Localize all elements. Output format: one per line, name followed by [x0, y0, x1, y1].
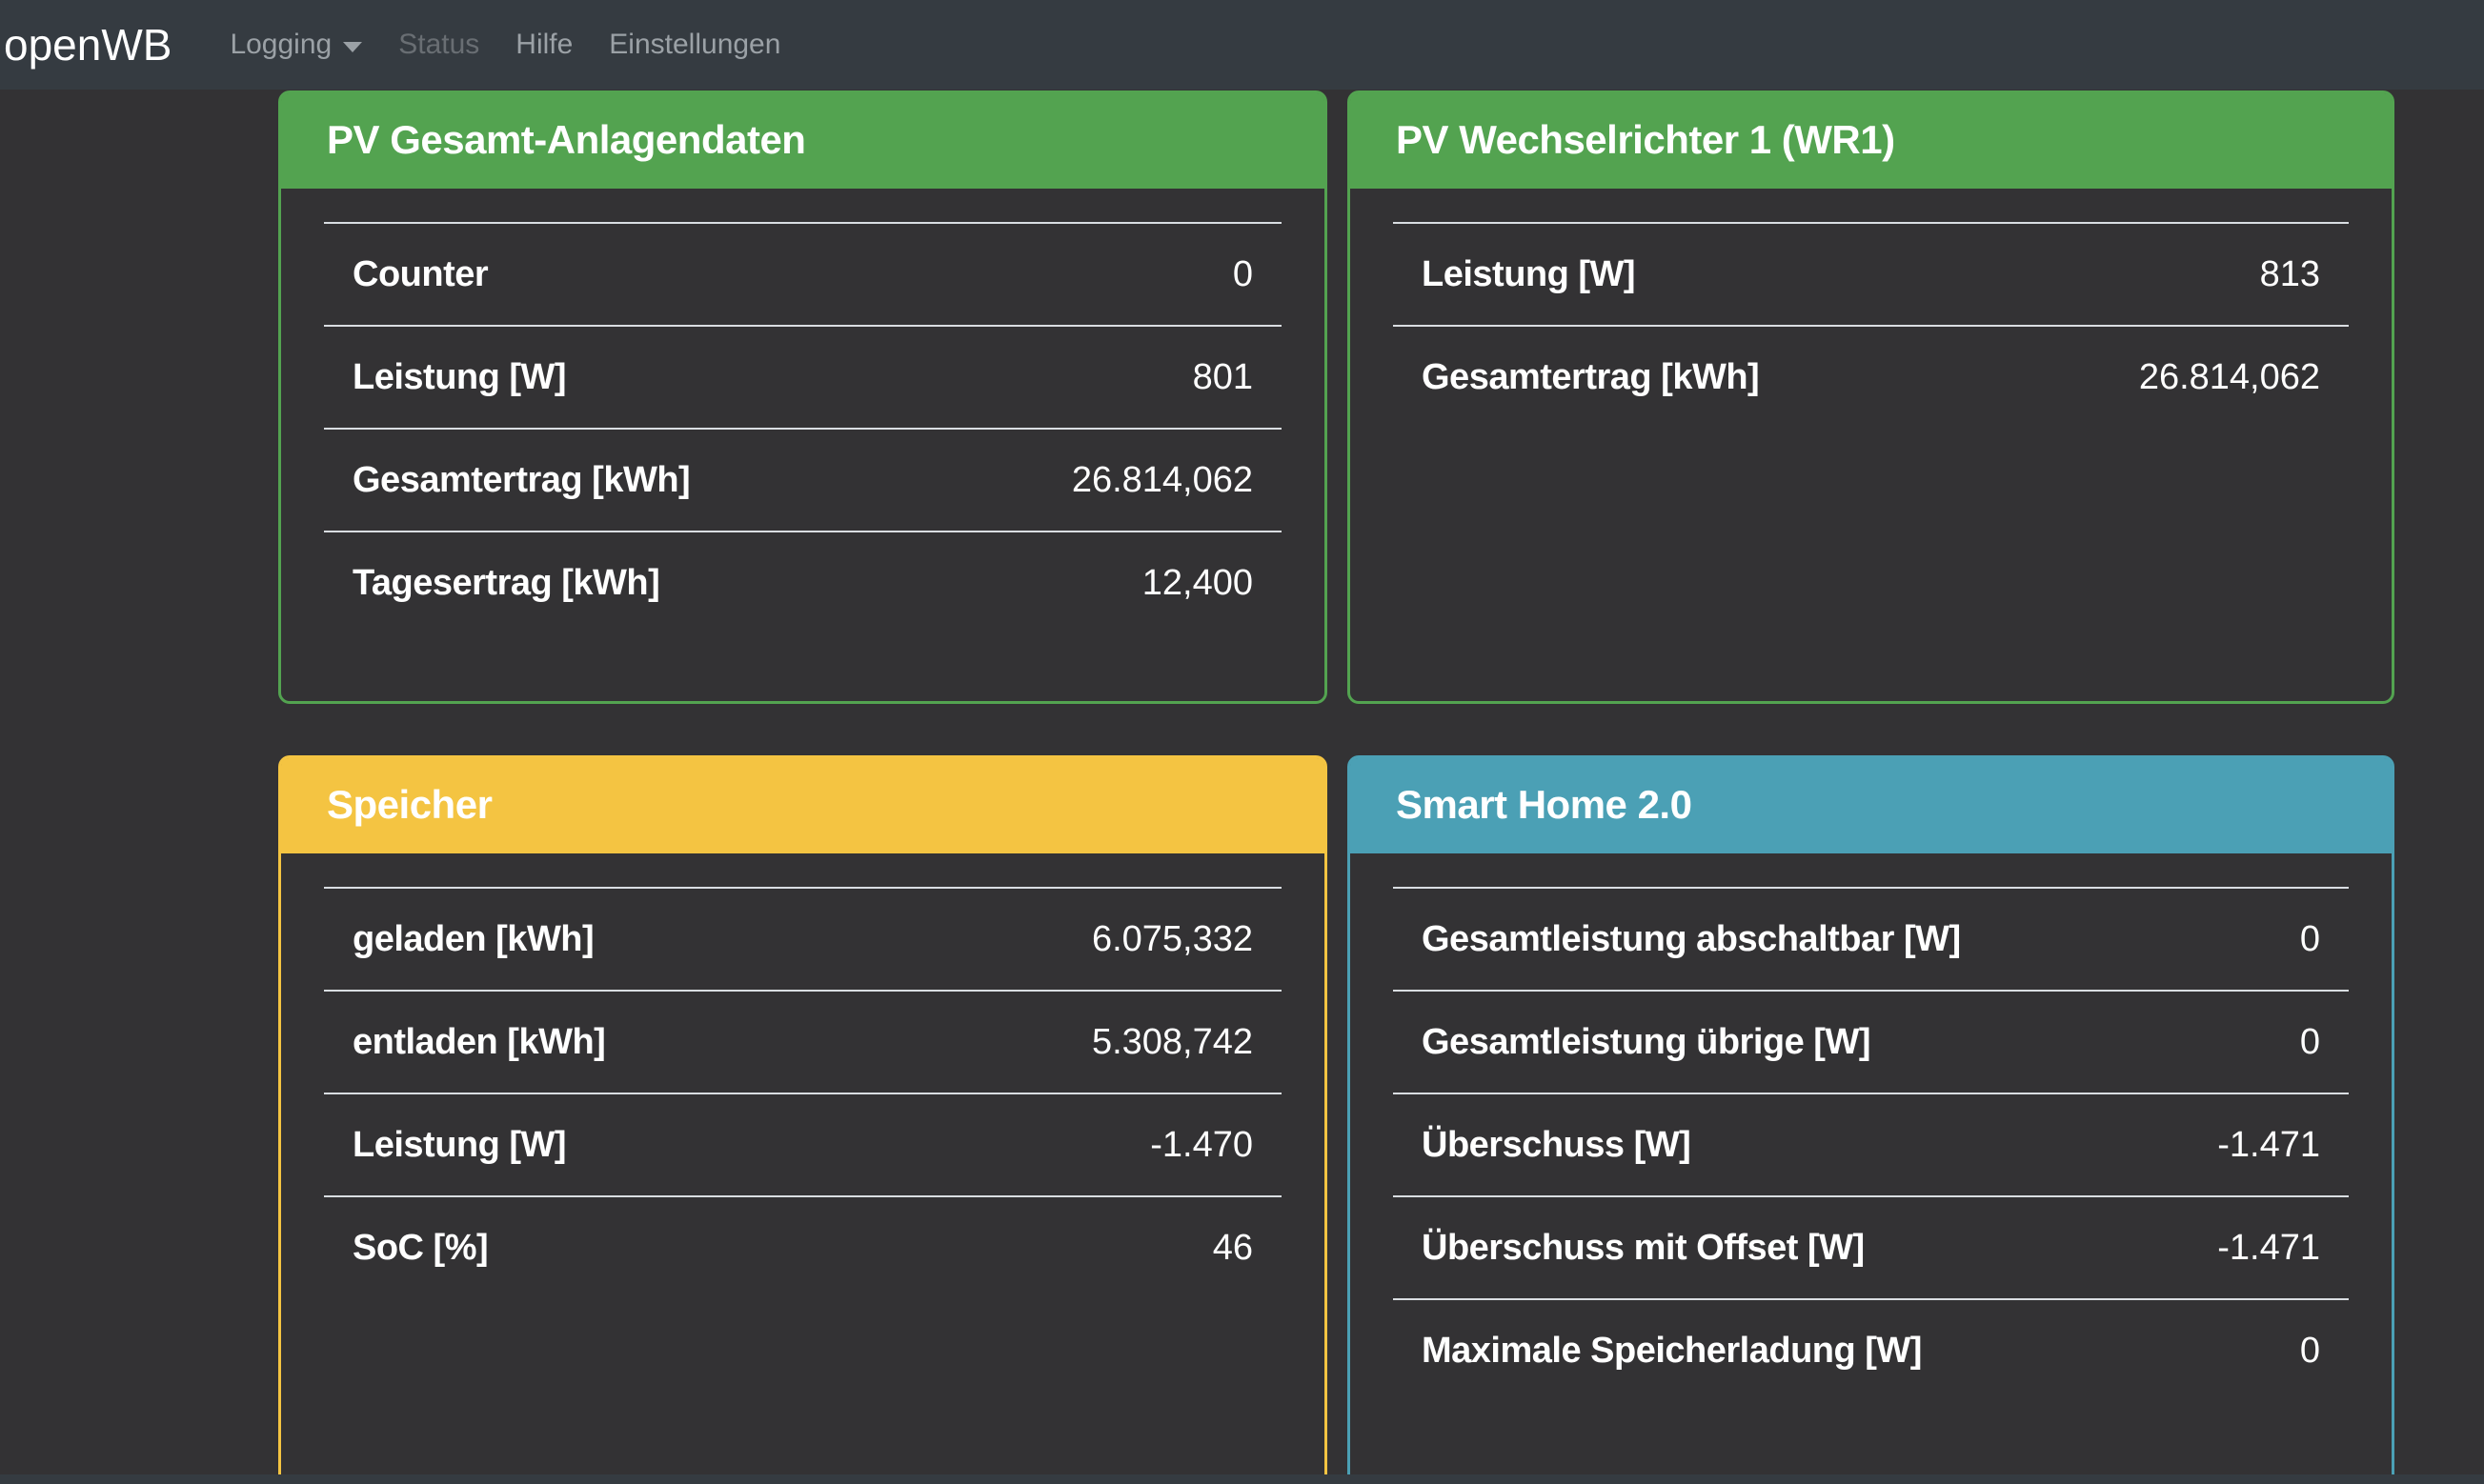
nav-item-hilfe-label: Hilfe	[515, 29, 574, 60]
table-row: Überschuss mit Offset [W] -1.471	[1393, 1195, 2349, 1298]
top-navbar: openWB Logging Status Hilfe Einstellunge…	[0, 0, 2484, 90]
row-label: Überschuss mit Offset [W]	[1422, 1228, 1865, 1268]
row-value: 813	[2259, 254, 2320, 294]
row-label: geladen [kWh]	[353, 919, 595, 959]
nav-item-einstellungen[interactable]: Einstellungen	[591, 29, 798, 61]
card-speicher: Speicher geladen [kWh] 6.075,332 entlade…	[278, 755, 1327, 1484]
nav-item-einstellungen-label: Einstellungen	[609, 29, 781, 60]
row-value: -1.471	[2217, 1125, 2320, 1165]
row-label: Tagesertrag [kWh]	[353, 563, 660, 603]
row-value: 0	[1232, 254, 1253, 294]
table-row: entladen [kWh] 5.308,742	[324, 990, 1282, 1093]
table-row: Gesamtertrag [kWh] 26.814,062	[1393, 325, 2349, 428]
row-label: SoC [%]	[353, 1228, 489, 1268]
card-header-smart-home: Smart Home 2.0	[1350, 758, 2392, 853]
row-value: 801	[1192, 357, 1253, 397]
row-value: -1.471	[2217, 1228, 2320, 1268]
table-row: Leistung [W] 801	[324, 325, 1282, 428]
card-pv-wechselrichter-1: PV Wechselrichter 1 (WR1) Leistung [W] 8…	[1347, 90, 2394, 704]
row-label: Leistung [W]	[353, 357, 567, 397]
card-pv-gesamt-anlagendaten: PV Gesamt-Anlagendaten Counter 0 Leistun…	[278, 90, 1327, 704]
nav-item-logging-label: Logging	[230, 29, 333, 60]
card-smart-home: Smart Home 2.0 Gesamtleistung abschaltba…	[1347, 755, 2394, 1484]
brand-openwb[interactable]: openWB	[4, 20, 172, 70]
row-value: 6.075,332	[1091, 919, 1253, 959]
navbar-menu: Logging Status Hilfe Einstellungen	[212, 29, 798, 61]
row-label: Gesamtleistung abschaltbar [W]	[1422, 919, 1961, 959]
row-label: Counter	[353, 254, 489, 294]
row-value: 46	[1212, 1228, 1253, 1268]
card-header-pv-gesamt: PV Gesamt-Anlagendaten	[281, 93, 1324, 189]
nav-item-hilfe[interactable]: Hilfe	[497, 29, 591, 61]
card-body-speicher: geladen [kWh] 6.075,332 entladen [kWh] 5…	[281, 853, 1324, 1298]
row-value: 0	[2299, 919, 2320, 959]
row-label: Leistung [W]	[1422, 254, 1636, 294]
card-header-pv-wr1: PV Wechselrichter 1 (WR1)	[1350, 93, 2392, 189]
table-row: Überschuss [W] -1.471	[1393, 1093, 2349, 1195]
table-row: Leistung [W] -1.470	[324, 1093, 1282, 1195]
row-value: -1.470	[1150, 1125, 1253, 1165]
table-row: Tagesertrag [kWh] 12,400	[324, 531, 1282, 633]
row-value: 26.814,062	[2138, 357, 2320, 397]
row-label: Gesamtleistung übrige [W]	[1422, 1022, 1870, 1062]
nav-item-status[interactable]: Status	[380, 29, 497, 61]
row-label: entladen [kWh]	[353, 1022, 606, 1062]
table-row: SoC [%] 46	[324, 1195, 1282, 1298]
table-row: geladen [kWh] 6.075,332	[324, 887, 1282, 990]
nav-item-status-label: Status	[398, 29, 480, 60]
table-row: Counter 0	[324, 222, 1282, 325]
row-label: Maximale Speicherladung [W]	[1422, 1331, 1922, 1371]
row-value: 12,400	[1141, 563, 1253, 603]
card-body-pv-wr1: Leistung [W] 813 Gesamtertrag [kWh] 26.8…	[1350, 189, 2392, 428]
nav-item-logging[interactable]: Logging	[212, 29, 380, 61]
table-row: Leistung [W] 813	[1393, 222, 2349, 325]
card-body-pv-gesamt: Counter 0 Leistung [W] 801 Gesamtertrag …	[281, 189, 1324, 633]
row-label: Gesamtertrag [kWh]	[1422, 357, 1760, 397]
table-row: Gesamtleistung übrige [W] 0	[1393, 990, 2349, 1093]
caret-down-icon	[343, 41, 363, 52]
row-label: Überschuss [W]	[1422, 1125, 1691, 1165]
card-body-smart-home: Gesamtleistung abschaltbar [W] 0 Gesamtl…	[1350, 853, 2392, 1401]
table-row: Maximale Speicherladung [W] 0	[1393, 1298, 2349, 1401]
row-value: 0	[2299, 1022, 2320, 1062]
row-label: Leistung [W]	[353, 1125, 567, 1165]
row-label: Gesamtertrag [kWh]	[353, 460, 691, 500]
row-value: 26.814,062	[1071, 460, 1253, 500]
row-value: 0	[2299, 1331, 2320, 1371]
card-header-speicher: Speicher	[281, 758, 1324, 853]
table-row: Gesamtleistung abschaltbar [W] 0	[1393, 887, 2349, 990]
row-value: 5.308,742	[1091, 1022, 1253, 1062]
footer-bar	[0, 1474, 2484, 1484]
table-row: Gesamtertrag [kWh] 26.814,062	[324, 428, 1282, 531]
